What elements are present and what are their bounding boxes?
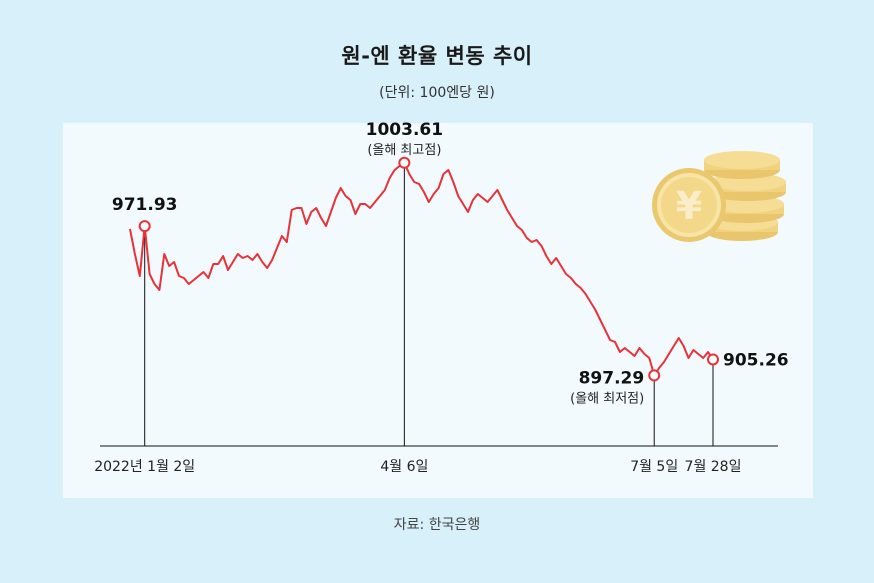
x-tick-label: 7월 5일 xyxy=(630,459,678,475)
data-note: (올해 최고점) xyxy=(367,143,441,158)
x-tick-label: 7월 28일 xyxy=(685,459,742,475)
source-note: 자료: 한국은행 xyxy=(393,517,481,533)
point-marker xyxy=(398,156,411,169)
yen-coin-icon: ¥ xyxy=(652,151,786,242)
data-label: 1003.61 xyxy=(366,120,443,140)
data-label: 897.29 xyxy=(579,368,645,388)
x-tick-label: 4월 6일 xyxy=(380,459,428,475)
chart-subtitle: (단위: 100엔당 원) xyxy=(379,85,495,101)
series-line xyxy=(129,161,714,377)
point-marker xyxy=(648,369,661,382)
x-tick-label: 2022년 1월 2일 xyxy=(94,459,195,475)
point-marker xyxy=(138,220,151,233)
data-note: (올해 최저점) xyxy=(570,391,644,406)
data-label: 971.93 xyxy=(112,195,178,215)
point-marker xyxy=(707,353,719,366)
svg-text:¥: ¥ xyxy=(676,184,702,228)
data-label: 905.26 xyxy=(723,350,789,370)
chart-title: 원-엔 환율 변동 추이 xyxy=(341,44,533,68)
